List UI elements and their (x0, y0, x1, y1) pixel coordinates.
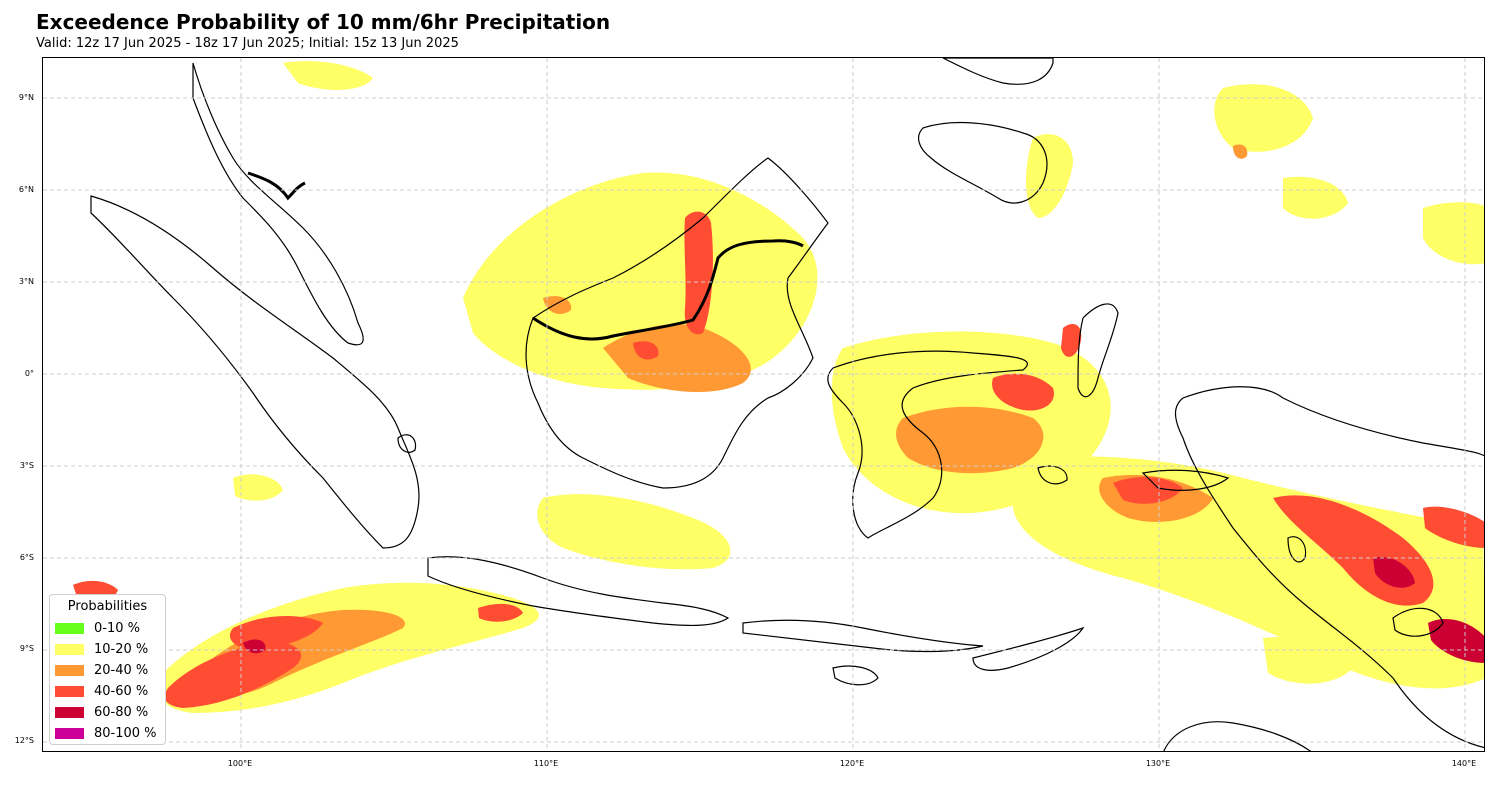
lon-tick-label: 140°E (1451, 759, 1477, 768)
prob-area-banda-red (1113, 476, 1183, 504)
malaysia-indonesia-border (532, 239, 804, 341)
prob-area-north-yellow3 (1283, 176, 1348, 219)
prob-area-sulawesi-red2 (1061, 324, 1082, 357)
legend-swatch (55, 706, 84, 718)
prob-area-west-yellow (233, 474, 283, 501)
prob-area-java-yellow (537, 494, 731, 570)
luzon-south-outline (942, 58, 1054, 85)
lat-tick-label: 0° (24, 369, 34, 378)
lat-tick-label: 12°S (14, 736, 34, 745)
lat-tick-label: 9°S (19, 644, 34, 653)
timor-outline (972, 626, 1085, 671)
prob-area-papua-south-dark (1428, 619, 1484, 663)
buru-outline (1037, 465, 1068, 485)
map-area (42, 57, 1485, 752)
malaysia-thailand-border (247, 171, 306, 201)
legend-item: 0-10 % (55, 619, 140, 637)
malay-peninsula-outline (192, 62, 364, 346)
lat-tick-label: 6°S (19, 553, 34, 562)
legend-swatch (55, 727, 84, 739)
bangka-outline (397, 434, 417, 453)
legend-label: 0-10 % (94, 620, 140, 636)
legend-label: 80-100 % (94, 725, 157, 741)
prob-area-sulawesi-orange (896, 406, 1044, 474)
prob-area-papua-east-red (1423, 506, 1484, 548)
legend-swatch (55, 664, 84, 676)
lon-tick-label: 130°E (1145, 759, 1171, 768)
legend-item: 60-80 % (55, 703, 148, 721)
map-canvas (43, 58, 1484, 751)
prob-area-papua-dark (1373, 557, 1415, 588)
map-title: Exceedence Probability of 10 mm/6hr Prec… (36, 10, 611, 34)
prob-area-borneo-orange (603, 324, 751, 393)
precipitation-field (73, 61, 1484, 713)
lat-tick-label: 3°N (18, 277, 34, 286)
southern-papua-island (1392, 607, 1444, 637)
mindanao-outline (917, 121, 1048, 204)
legend-label: 10-20 % (94, 641, 149, 657)
sulawesi-outline (827, 350, 1028, 539)
gridlines (43, 58, 1484, 751)
legend: Probabilities 0-10 % 10-20 % 20-40 % 40-… (49, 594, 166, 745)
legend-item: 80-100 % (55, 724, 157, 742)
prob-area-borneo-red2 (633, 341, 659, 360)
sumbawa-outline (742, 619, 984, 653)
prob-area-north-orange (1233, 144, 1248, 159)
australia-north-outline (1163, 721, 1312, 751)
legend-swatch (55, 622, 84, 634)
prob-area-borneo-red (684, 211, 713, 335)
legend-swatch (55, 643, 84, 655)
prob-area-java-south-red (478, 603, 523, 622)
lat-tick-label: 3°S (19, 461, 34, 470)
legend-item: 20-40 % (55, 661, 148, 679)
legend-item: 40-60 % (55, 682, 148, 700)
prob-area-borneo-yellow (463, 172, 818, 390)
coastlines (90, 58, 1484, 751)
country-borders (247, 171, 804, 341)
prob-area-north-yellow4 (1026, 134, 1073, 218)
sumba-outline (832, 665, 879, 686)
sumatra-outline (90, 195, 420, 549)
prob-area-north-yellow2 (1423, 202, 1484, 265)
lat-tick-label: 9°N (18, 93, 34, 102)
lat-tick-label: 6°N (18, 185, 34, 194)
prob-area-sulawesi-red (992, 373, 1054, 411)
prob-area-borneo-orange2 (543, 296, 572, 314)
prob-area-north-yellow5 (283, 61, 373, 90)
legend-swatch (55, 685, 84, 697)
lon-tick-label: 120°E (839, 759, 865, 768)
legend-label: 20-40 % (94, 662, 149, 678)
legend-label: 40-60 % (94, 683, 149, 699)
java-outline (427, 556, 730, 627)
prob-area-north-yellow1 (1214, 84, 1313, 152)
lon-tick-label: 100°E (227, 759, 253, 768)
lon-tick-label: 110°E (533, 759, 559, 768)
prob-area-indian-ocean-red (164, 642, 302, 708)
legend-item: 10-20 % (55, 640, 148, 658)
prob-area-nt-yellow (1263, 637, 1353, 684)
legend-title: Probabilities (67, 599, 148, 614)
halmahera-outline (1077, 303, 1119, 398)
borneo-outline (525, 157, 829, 489)
map-subtitle: Valid: 12z 17 Jun 2025 - 18z 17 Jun 2025… (36, 36, 459, 51)
seram-outline (1141, 469, 1230, 491)
legend-label: 60-80 % (94, 704, 149, 720)
papua-outline (1174, 386, 1484, 749)
